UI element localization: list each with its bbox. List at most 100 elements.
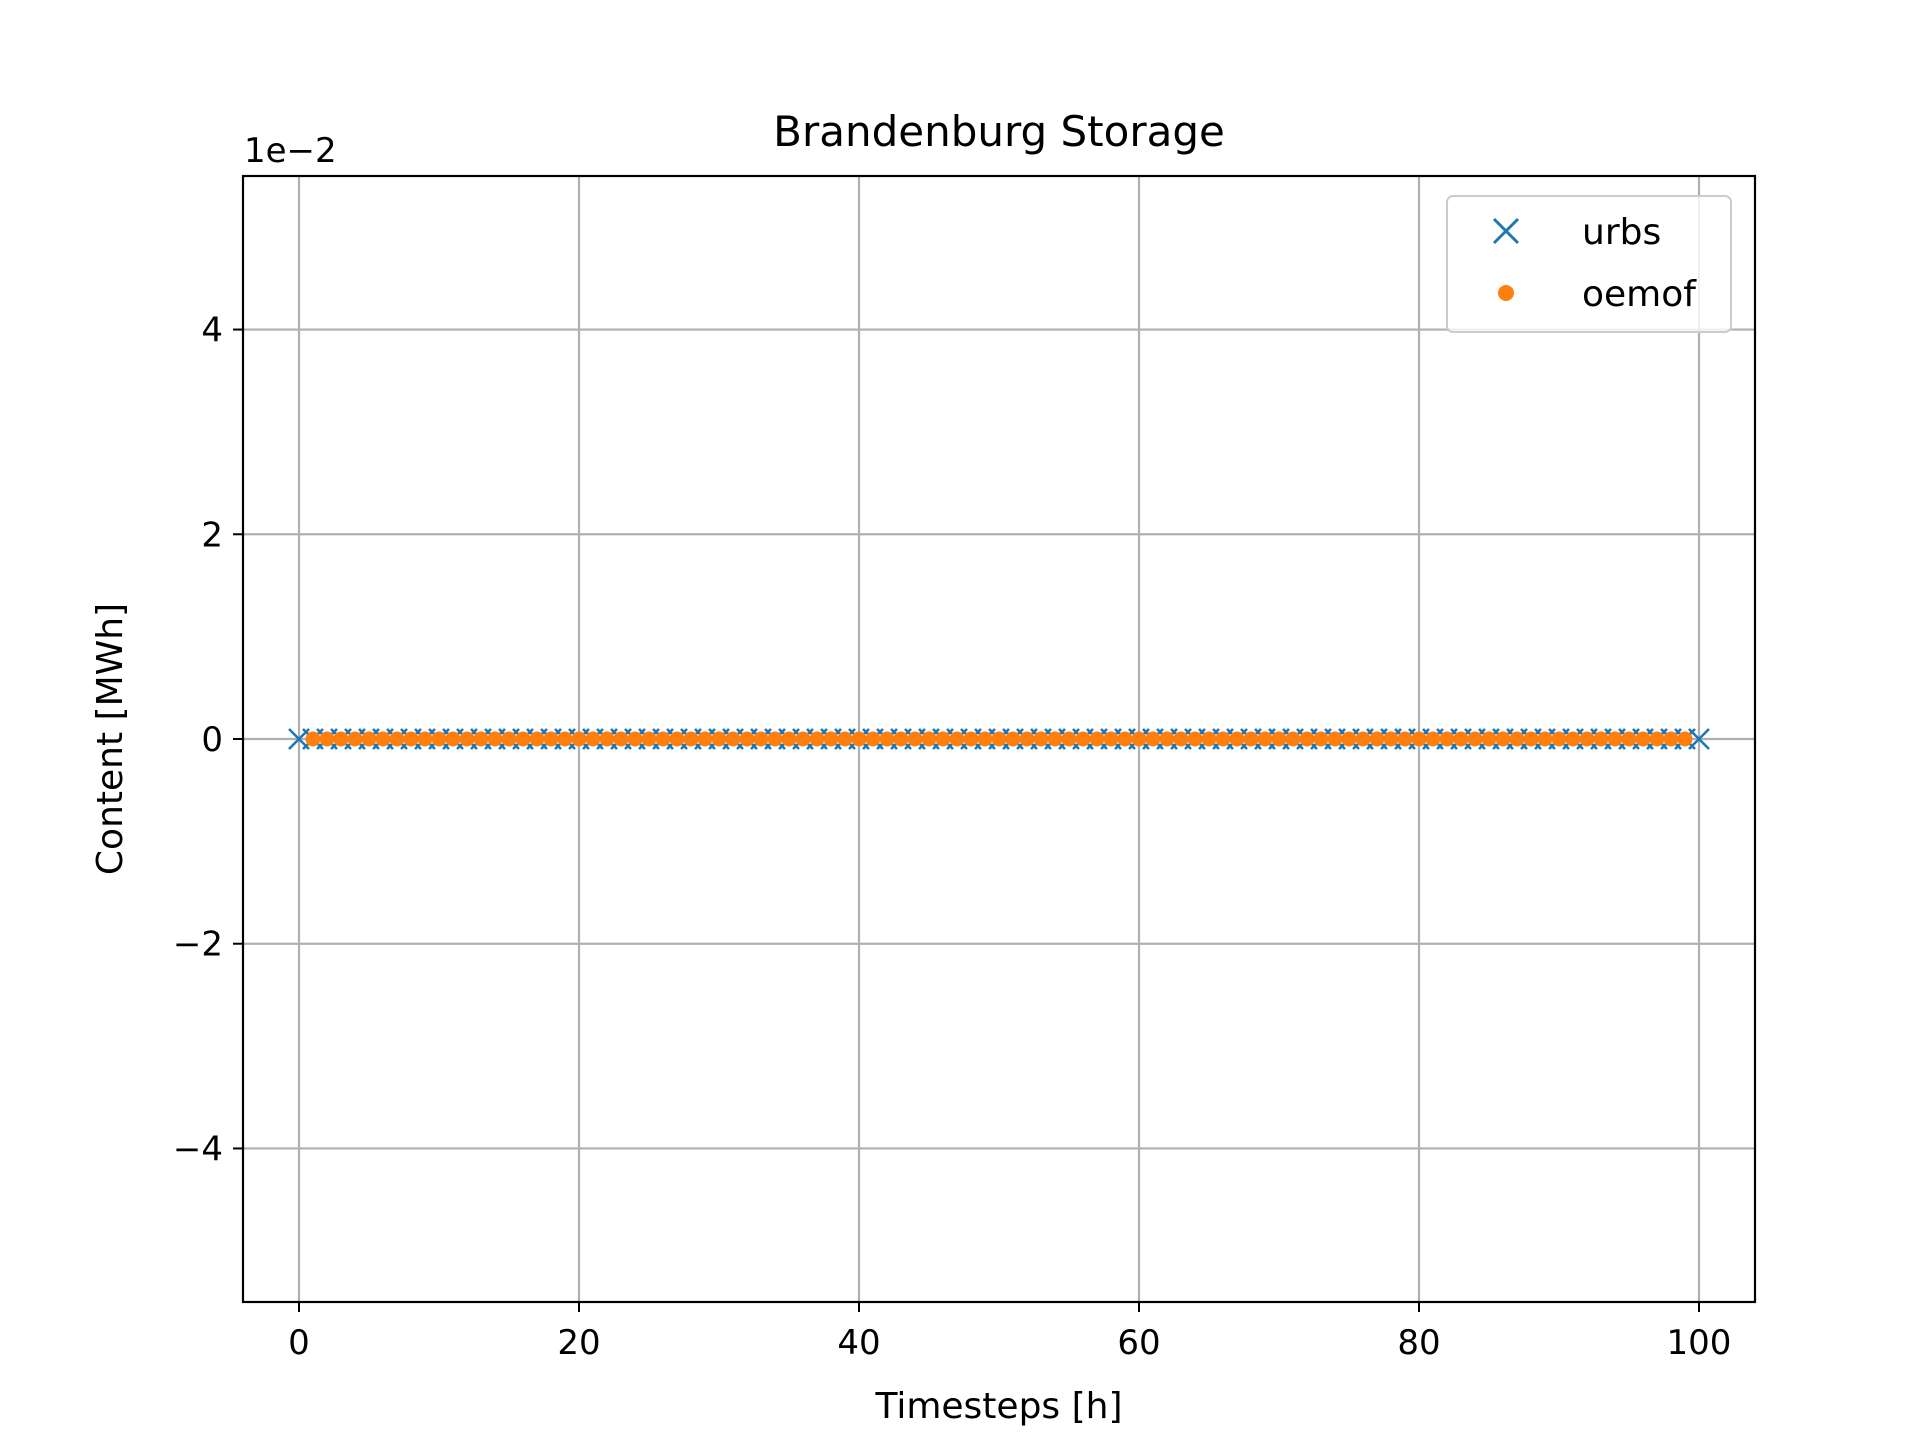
plot-frame (241, 174, 1757, 1304)
data-point-oemof (1453, 731, 1469, 747)
y-tick-label: −4 (173, 1129, 223, 1169)
legend-label-oemof: oemof (1582, 274, 1697, 315)
y-axis-label: Content [MWh] (90, 603, 131, 875)
data-point-urbs (1688, 728, 1710, 750)
data-point-oemof (907, 731, 923, 747)
y-tick-label: 2 (201, 515, 223, 555)
x-tick-label: 80 (1397, 1323, 1440, 1363)
data-point-oemof (753, 731, 769, 747)
data-point-oemof (1411, 731, 1427, 747)
legend-dot-icon (1498, 285, 1514, 301)
data-point-oemof (1593, 731, 1609, 747)
legend-label-urbs: urbs (1582, 212, 1661, 253)
data-point-oemof (823, 731, 839, 747)
legend: urbs oemof (1446, 195, 1732, 333)
y-tick-label: 0 (201, 720, 223, 760)
data-point-oemof (1509, 731, 1525, 747)
legend-box (1446, 195, 1732, 333)
x-tick-label: 60 (1117, 1323, 1160, 1363)
data-point-oemof (431, 731, 447, 747)
data-point-oemof (403, 731, 419, 747)
x-tick-label: 20 (557, 1323, 600, 1363)
data-point-oemof (1033, 731, 1049, 747)
data-point-oemof (627, 731, 643, 747)
data-point-oemof (1313, 731, 1329, 747)
data-point-oemof (1201, 731, 1217, 747)
data-point-oemof (809, 731, 825, 747)
data-point-oemof (1075, 731, 1091, 747)
data-point-oemof (1355, 731, 1371, 747)
data-point-oemof (1439, 731, 1455, 747)
data-point-oemof (543, 731, 559, 747)
data-point-oemof (893, 731, 909, 747)
data-point-oemof (319, 731, 335, 747)
data-point-oemof (1173, 731, 1189, 747)
data-point-oemof (1663, 731, 1679, 747)
y-tick-label: 4 (201, 311, 223, 351)
data-point-oemof (977, 731, 993, 747)
data-point-oemof (1523, 731, 1539, 747)
series-layer (288, 728, 1710, 750)
data-point-oemof (1481, 731, 1497, 747)
legend-marker-urbs (1492, 217, 1520, 245)
y-offset-label: 1e−2 (244, 131, 337, 171)
data-point-oemof (781, 731, 797, 747)
axis-ticks: 0 20 40 60 80 100 −4 −2 0 2 4 (173, 311, 1732, 1363)
data-point-oemof (683, 731, 699, 747)
x-tick-label: 100 (1667, 1323, 1732, 1363)
data-point-oemof (1383, 731, 1399, 747)
x-tick-label: 0 (288, 1323, 310, 1363)
data-point-oemof (935, 731, 951, 747)
data-point-oemof (1565, 731, 1581, 747)
data-point-oemof (1495, 731, 1511, 747)
data-point-oemof (515, 731, 531, 747)
data-point-oemof (921, 731, 937, 747)
data-point-oemof (1579, 731, 1595, 747)
data-point-oemof (333, 731, 349, 747)
data-point-oemof (599, 731, 615, 747)
data-point-oemof (557, 731, 573, 747)
data-point-oemof (837, 731, 853, 747)
x-tick-label: 40 (837, 1323, 880, 1363)
data-point-oemof (1327, 731, 1343, 747)
data-point-oemof (347, 731, 363, 747)
data-point-oemof (739, 731, 755, 747)
data-point-oemof (1103, 731, 1119, 747)
data-point-oemof (459, 731, 475, 747)
chart-title: Brandenburg Storage (773, 107, 1225, 156)
data-point-oemof (963, 731, 979, 747)
data-point-oemof (501, 731, 517, 747)
data-point-oemof (1061, 731, 1077, 747)
data-point-oemof (1635, 731, 1651, 747)
data-point-oemof (851, 731, 867, 747)
data-point-oemof (641, 731, 657, 747)
data-point-oemof (1187, 731, 1203, 747)
data-point-oemof (473, 731, 489, 747)
data-point-oemof (1271, 731, 1287, 747)
data-point-oemof (1117, 731, 1133, 747)
data-point-oemof (375, 731, 391, 747)
data-point-oemof (445, 731, 461, 747)
data-point-oemof (1551, 731, 1567, 747)
data-point-oemof (1131, 731, 1147, 747)
data-point-oemof (1397, 731, 1413, 747)
data-point-oemof (417, 731, 433, 747)
data-point-oemof (529, 731, 545, 747)
data-point-oemof (879, 731, 895, 747)
data-point-oemof (795, 731, 811, 747)
data-point-oemof (991, 731, 1007, 747)
series-oemof (305, 731, 1693, 747)
data-point-oemof (585, 731, 601, 747)
data-point-oemof (305, 731, 321, 747)
data-point-oemof (1369, 731, 1385, 747)
data-point-oemof (1047, 731, 1063, 747)
data-point-oemof (1677, 731, 1693, 747)
data-point-oemof (697, 731, 713, 747)
data-point-oemof (389, 731, 405, 747)
y-tick-label: −2 (173, 925, 223, 965)
data-point-oemof (1019, 731, 1035, 747)
data-point-oemof (865, 731, 881, 747)
data-point-oemof (1159, 731, 1175, 747)
data-point-oemof (725, 731, 741, 747)
